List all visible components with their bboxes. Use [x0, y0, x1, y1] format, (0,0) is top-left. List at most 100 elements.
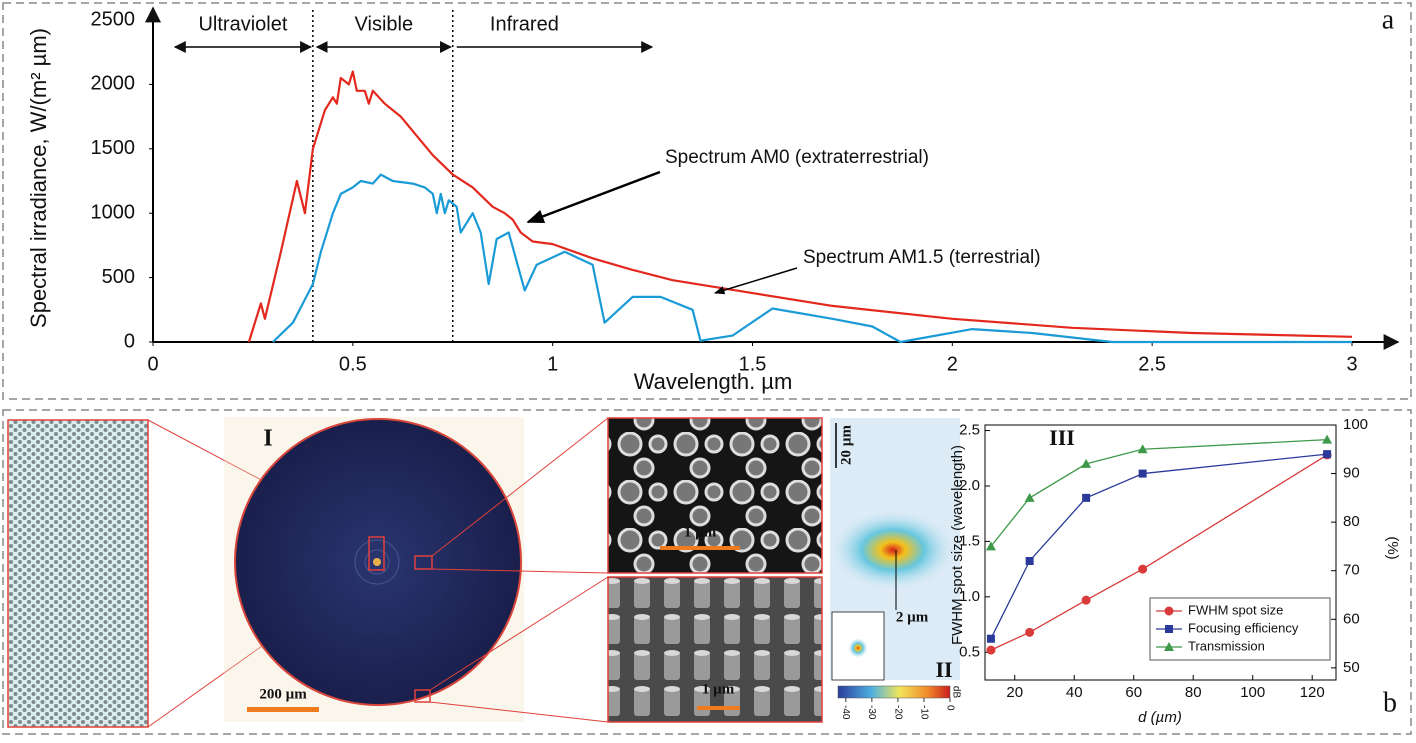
data-point — [1322, 434, 1333, 444]
legend-marker — [1165, 625, 1173, 633]
zoom-box — [414, 555, 433, 570]
zoom-line — [429, 576, 609, 691]
legend-marker — [1164, 606, 1174, 616]
data-point — [1081, 595, 1091, 605]
microscopy-images — [7, 417, 960, 728]
region-label: Visible — [355, 13, 414, 35]
data-point — [1138, 469, 1147, 478]
zoom-line — [431, 417, 609, 557]
zoom-line — [431, 568, 609, 574]
zoom-box — [414, 689, 431, 703]
x-tick-label: 40 — [1066, 684, 1083, 701]
y-tick-label: 1.5 — [959, 532, 980, 549]
x-tick-label: 80 — [1185, 684, 1202, 701]
series-pointer — [713, 267, 798, 295]
colorbar — [837, 685, 951, 699]
y-tick-label: 2.5 — [959, 422, 980, 439]
x-tick-label: 20 — [1006, 684, 1023, 701]
x-axis-label: d (µm) — [1138, 709, 1182, 726]
y-tick-label: 2000 — [91, 73, 136, 95]
focal-field — [831, 510, 955, 590]
x-tick-label: 60 — [1125, 684, 1142, 701]
y2-tick-label: 50 — [1343, 659, 1360, 676]
x-tick-label: 120 — [1300, 684, 1325, 701]
y-tick-label: 2.0 — [959, 477, 980, 494]
y-tick-label: 0.5 — [959, 643, 980, 660]
data-point — [1323, 450, 1332, 459]
region-label: Infrared — [490, 13, 559, 35]
y-axis-label: FWHM spot size (wavelength) — [949, 445, 966, 645]
panel-label: b — [1383, 687, 1397, 718]
scale-bar-label: 200 µm — [259, 686, 307, 702]
series-line — [247, 70, 1353, 343]
zoom-line — [429, 701, 609, 723]
y2-tick-label: 90 — [1343, 465, 1360, 482]
colorbar-tick-label: 0 — [944, 705, 955, 711]
panel-b-frame — [2, 409, 1412, 735]
legend-label: Transmission — [1188, 638, 1265, 653]
scale-bar-label: 1 µm — [684, 524, 717, 540]
region-label: Ultraviolet — [198, 13, 287, 35]
x-tick-label: 1 — [547, 353, 558, 375]
colorbar-tick-label: -10 — [918, 705, 929, 720]
y-axis-label: Spectral irradiance, W/(m² µm) — [26, 28, 51, 328]
data-point — [985, 541, 996, 551]
panel-label: I — [263, 426, 272, 452]
x-tick-label: 0 — [147, 353, 158, 375]
series-pointer — [526, 170, 661, 224]
y-tick-label: 2500 — [91, 8, 136, 30]
y-tick-label: 1500 — [91, 137, 136, 159]
y-tick-label: 1.0 — [959, 588, 980, 605]
metasurface-zoom — [7, 419, 149, 728]
y-tick-label: 500 — [102, 266, 135, 288]
y2-tick-label: 80 — [1343, 513, 1360, 530]
scale-bar-label: 20 µm — [838, 425, 854, 465]
colorbar-tick-label: -40 — [840, 705, 851, 720]
x-axis-label: Wavelength. µm — [634, 369, 793, 394]
scale-bar-label: 1 µm — [702, 681, 735, 697]
x-tick-label: 0.5 — [339, 353, 367, 375]
y-tick-label: 1000 — [91, 201, 136, 223]
y2-tick-label: 100 — [1343, 416, 1368, 433]
legend-marker — [1164, 642, 1174, 651]
data-point — [986, 645, 996, 655]
colorbar-label: dB — [950, 686, 961, 699]
sem-tilted-view — [607, 576, 823, 723]
data-point — [1024, 492, 1035, 502]
focal-spot — [373, 558, 381, 566]
x-tick-label: 3 — [1346, 353, 1357, 375]
panel-label: III — [1049, 425, 1075, 450]
colorbar-tick-label: -30 — [866, 705, 877, 720]
scale-bar-label: 2 µm — [896, 609, 929, 625]
data-point — [1025, 627, 1035, 637]
data-point — [1081, 458, 1092, 468]
series-line — [272, 173, 1352, 344]
panel-label: II — [935, 657, 952, 682]
y2-tick-label: 60 — [1343, 610, 1360, 627]
ring — [354, 539, 400, 585]
legend-label: Focusing efficiency — [1188, 620, 1299, 635]
data-point — [1137, 444, 1148, 454]
series-label: Spectrum AM1.5 (terrestrial) — [803, 247, 1041, 268]
inset-spot — [848, 638, 868, 658]
y2-tick-label: 70 — [1343, 562, 1360, 579]
legend-label: FWHM spot size — [1188, 602, 1283, 617]
y-tick-label: 0 — [124, 330, 135, 352]
data-point — [1025, 557, 1034, 565]
ring — [364, 549, 390, 575]
series-label: Spectrum AM0 (extraterrestrial) — [665, 147, 929, 168]
data-point — [1082, 493, 1091, 502]
x-tick-label: 2 — [947, 353, 958, 375]
zoom-box — [368, 536, 385, 571]
data-point — [1138, 564, 1148, 574]
data-point — [986, 634, 995, 643]
scale-bar — [247, 707, 319, 712]
x-tick-label: 1.5 — [739, 353, 767, 375]
x-tick-label: 2.5 — [1138, 353, 1166, 375]
x-tick-label: 100 — [1240, 684, 1265, 701]
colorbar-tick-label: -20 — [892, 705, 903, 720]
panel-label: a — [1382, 4, 1395, 35]
scale-bar — [660, 546, 740, 550]
